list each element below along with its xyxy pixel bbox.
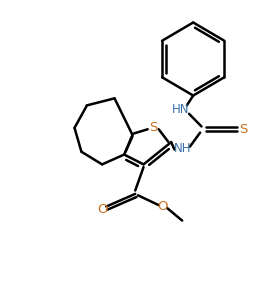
Text: S: S [149, 121, 157, 134]
Text: O: O [98, 203, 108, 216]
Text: NH: NH [173, 142, 191, 155]
Text: HN: HN [172, 103, 190, 116]
Text: O: O [158, 200, 168, 213]
Text: S: S [239, 123, 247, 136]
